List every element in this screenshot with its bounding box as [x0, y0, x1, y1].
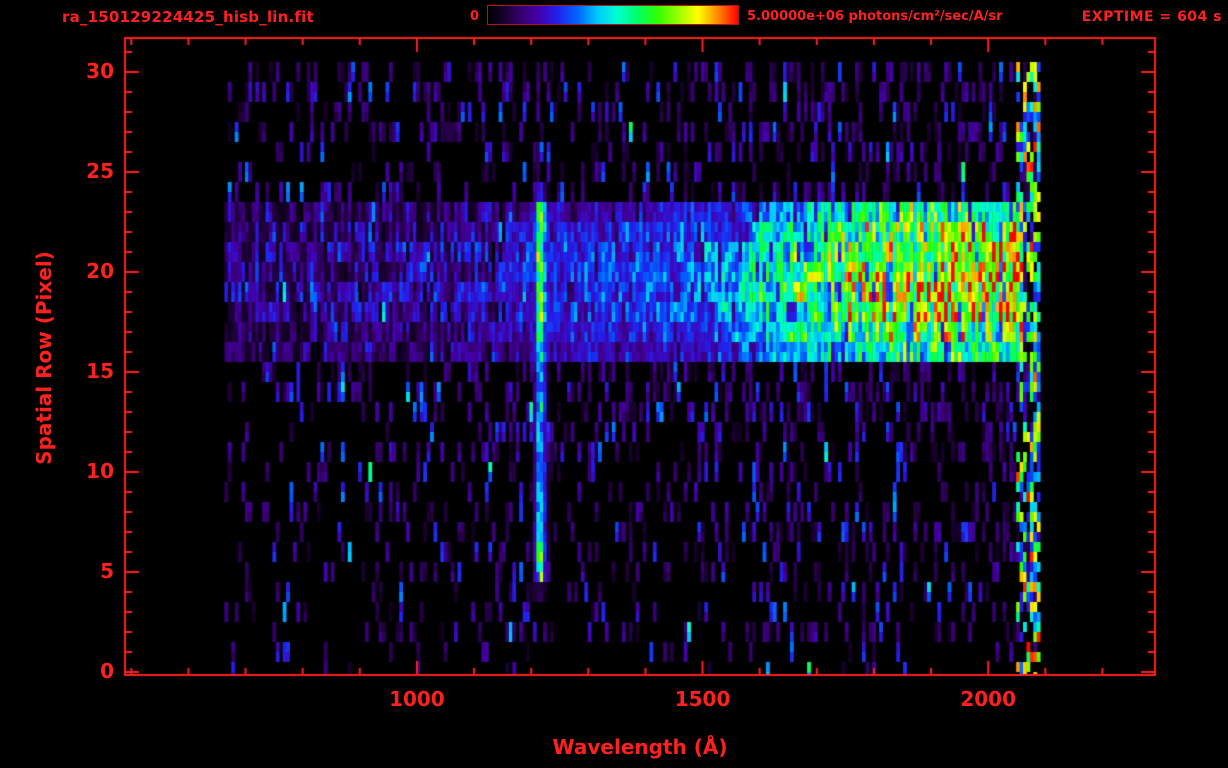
y-axis-title: Spatial Row (Pixel): [32, 251, 56, 465]
y-tick-label-30: 30: [86, 59, 114, 83]
y-tick-label-15: 15: [86, 359, 114, 383]
y-tick-label-25: 25: [86, 159, 114, 183]
x-axis-title: Wavelength (Å): [552, 735, 728, 759]
colorbar-min-label: 0: [469, 9, 479, 24]
colorbar: [487, 5, 739, 25]
y-tick-label-5: 5: [100, 559, 114, 583]
y-tick-label-20: 20: [86, 259, 114, 283]
colorbar-max-label: 5.00000e+06 photons/cm²/sec/A/sr: [747, 9, 1003, 24]
x-tick-label-2000: 2000: [960, 687, 1017, 711]
exptime-label: EXPTIME = 604 s: [1081, 9, 1222, 25]
y-tick-label-0: 0: [100, 659, 114, 683]
x-tick-label-1500: 1500: [674, 687, 731, 711]
filename-title: ra_150129224425_hisb_lin.fit: [62, 8, 314, 26]
x-tick-label-1000: 1000: [389, 687, 445, 711]
y-tick-label-10: 10: [86, 459, 114, 483]
